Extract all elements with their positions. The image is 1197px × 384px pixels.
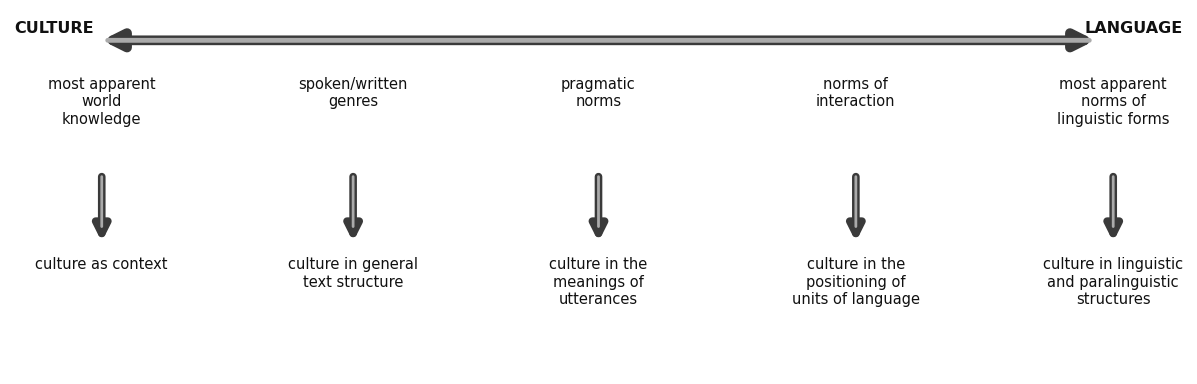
Text: LANGUAGE: LANGUAGE [1084,22,1183,36]
Text: most apparent
world
knowledge: most apparent world knowledge [48,77,156,127]
Text: pragmatic
norms: pragmatic norms [561,77,636,109]
Text: culture as context: culture as context [36,257,168,272]
Text: CULTURE: CULTURE [14,22,95,36]
Text: culture in linguistic
and paralinguistic
structures: culture in linguistic and paralinguistic… [1043,257,1184,307]
Text: culture in the
positioning of
units of language: culture in the positioning of units of l… [792,257,919,307]
Text: culture in general
text structure: culture in general text structure [288,257,418,290]
Text: spoken/written
genres: spoken/written genres [298,77,408,109]
Text: most apparent
norms of
linguistic forms: most apparent norms of linguistic forms [1057,77,1169,127]
Text: culture in the
meanings of
utterances: culture in the meanings of utterances [549,257,648,307]
Text: norms of
interaction: norms of interaction [816,77,895,109]
